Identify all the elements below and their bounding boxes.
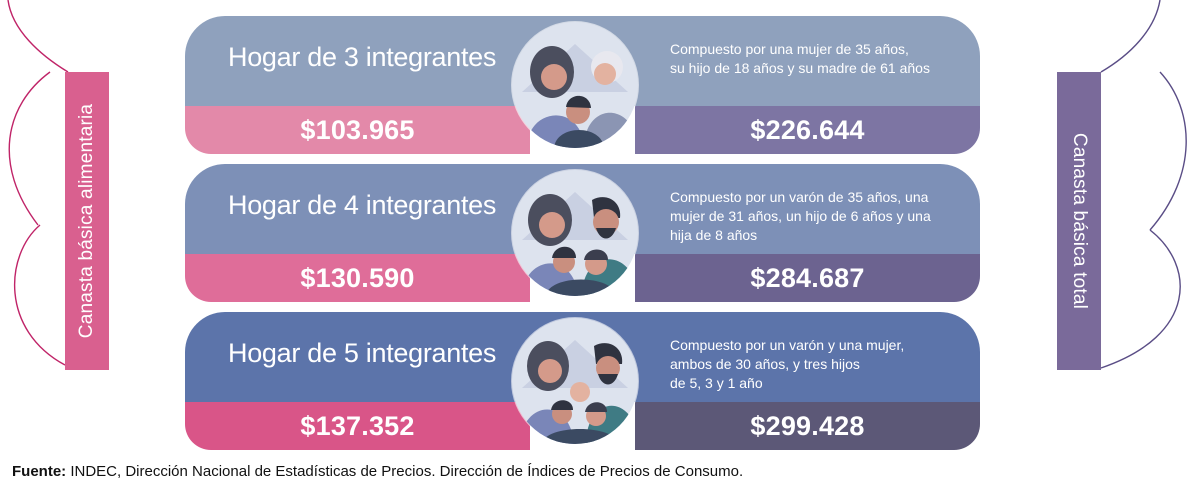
side-label-right: Canasta básica total [1069,132,1091,310]
household-description: Compuesto por un varón de 35 años, una m… [670,188,970,245]
desc-line: hija de 8 años [670,227,758,243]
cba-price: $103.965 [300,114,415,145]
source-label: Fuente: [12,463,67,480]
household-description: Compuesto por una mujer de 35 años, su h… [670,40,970,78]
household-card-4: Hogar de 4 integrantes Compuesto por un … [185,164,980,302]
family-illustration-icon [512,22,638,148]
desc-line: mujer de 31 años, un hijo de 6 años y un… [670,208,931,224]
household-card-3: Hogar de 3 integrantes Compuesto por una… [185,16,980,154]
cbt-value-box: $284.687 [635,254,980,302]
desc-line: ambos de 30 años, y tres hijos [670,356,860,372]
cbt-value-box: $226.644 [635,106,980,154]
household-title: Hogar de 4 integrantes [228,190,497,220]
canasta-basica-alimentaria-tab: Canasta básica alimentaria [65,72,109,370]
cbt-price: $284.687 [750,262,865,293]
desc-line: su hijo de 18 años y su madre de 61 años [670,60,930,76]
cba-price: $137.352 [300,410,415,441]
desc-line: Compuesto por un varón y una mujer, [670,337,905,353]
household-title: Hogar de 3 integrantes [228,42,497,72]
cba-value-box: $103.965 [185,106,530,154]
family-illustration-icon [512,318,638,444]
canasta-basica-total-tab: Canasta básica total [1057,72,1101,370]
family-illustration-icon [512,170,638,296]
household-description: Compuesto por un varón y una mujer, ambo… [670,336,970,393]
desc-line: Compuesto por un varón de 35 años, una [670,189,929,205]
cbt-price: $226.644 [750,114,865,145]
source-text: INDEC, Dirección Nacional de Estadística… [66,463,744,480]
source-note: Fuente: INDEC, Dirección Nacional de Est… [12,463,743,480]
cba-value-box: $137.352 [185,402,530,450]
household-title: Hogar de 5 integrantes [228,338,497,368]
side-label-left: Canasta básica alimentaria [76,103,98,339]
household-card-5: Hogar de 5 integrantes Compuesto por un … [185,312,980,450]
cba-price: $130.590 [300,262,415,293]
cbt-value-box: $299.428 [635,402,980,450]
cbt-price: $299.428 [750,410,865,441]
cba-value-box: $130.590 [185,254,530,302]
desc-line: Compuesto por una mujer de 35 años, [670,41,909,57]
desc-line: de 5, 3 y 1 año [670,375,763,391]
